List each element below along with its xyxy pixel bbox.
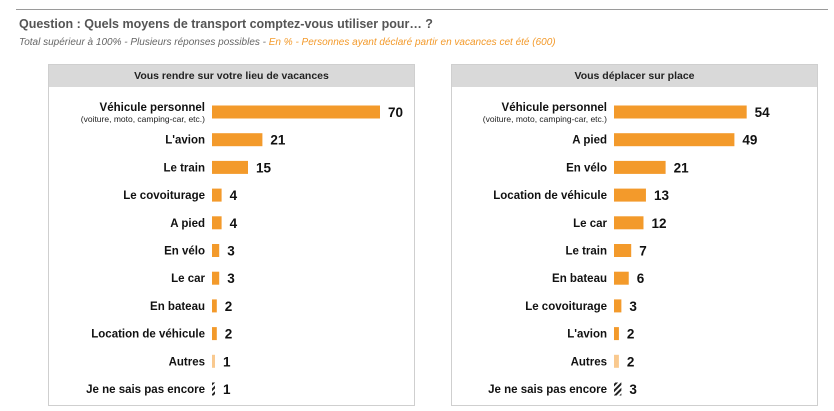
category-label-le-train: Le train — [565, 246, 607, 258]
value-label-a-pied: 4 — [230, 216, 238, 231]
bar-en-bateau — [614, 271, 629, 285]
bar-l-avion — [212, 133, 263, 147]
bar-je-ne-sais-pas-encore — [614, 382, 622, 396]
chart-panel-travel-on-site: Vous déplacer sur place Véhicule personn… — [451, 64, 818, 406]
value-label-l-avion: 2 — [627, 327, 635, 342]
value-label-l-avion: 21 — [270, 133, 286, 148]
bar-le-car — [614, 216, 644, 230]
bar-chart-travel-on-site: Véhicule personnel(voiture, moto, campin… — [483, 102, 771, 397]
category-label-a-pied: A pied — [572, 135, 607, 147]
bar-l-avion — [614, 327, 619, 341]
value-label-je-ne-sais-pas-encore: 3 — [629, 382, 637, 397]
value-label-le-car: 12 — [651, 216, 666, 231]
subtitle-plain: Total supérieur à 100% - Plusieurs répon… — [19, 37, 269, 48]
category-label-a-pied: A pied — [170, 218, 205, 230]
value-label-vehicule-personnel: 70 — [388, 105, 403, 120]
category-label-le-covoiturage: Le covoiturage — [525, 301, 607, 313]
value-label-en-velo: 21 — [674, 160, 690, 175]
bar-location-de-vehicule — [614, 188, 646, 202]
panel-title: Vous rendre sur votre lieu de vacances — [49, 65, 414, 87]
category-label-le-covoiturage: Le covoiturage — [123, 190, 205, 202]
value-label-le-car: 3 — [227, 271, 235, 286]
category-note-vehicule-personnel: (voiture, moto, camping-car, etc.) — [81, 114, 205, 124]
category-label-l-avion: L'avion — [165, 135, 205, 147]
value-label-en-bateau: 6 — [637, 271, 645, 286]
bar-en-velo — [614, 160, 666, 174]
value-label-je-ne-sais-pas-encore: 1 — [223, 382, 231, 397]
value-label-le-covoiturage: 4 — [230, 188, 238, 203]
category-label-je-ne-sais-pas-encore: Je ne sais pas encore — [86, 384, 205, 396]
category-label-le-car: Le car — [573, 218, 607, 230]
chart-panel-travel-to-destination: Vous rendre sur votre lieu de vacances V… — [48, 64, 415, 406]
bar-le-covoiturage — [614, 299, 622, 313]
question-title: Question : Quels moyens de transport com… — [19, 17, 433, 31]
category-label-en-velo: En vélo — [164, 246, 205, 258]
category-label-autres: Autres — [571, 356, 607, 368]
category-label-en-bateau: En bateau — [150, 301, 205, 313]
bar-a-pied — [614, 133, 735, 147]
category-label-le-train: Le train — [163, 162, 205, 174]
value-label-en-bateau: 2 — [225, 299, 233, 314]
bar-vehicule-personnel — [614, 105, 747, 119]
value-label-en-velo: 3 — [227, 244, 235, 259]
category-label-le-car: Le car — [171, 273, 205, 285]
category-label-je-ne-sais-pas-encore: Je ne sais pas encore — [488, 384, 607, 396]
bar-le-train — [614, 244, 632, 257]
bar-a-pied — [212, 216, 222, 230]
panel-title: Vous déplacer sur place — [452, 65, 817, 87]
bar-le-car — [212, 271, 220, 285]
question-subtitle: Total supérieur à 100% - Plusieurs répon… — [19, 37, 556, 48]
bar-en-bateau — [212, 299, 217, 313]
bar-autres — [212, 354, 215, 368]
bar-autres — [614, 354, 619, 368]
bar-le-covoiturage — [212, 188, 222, 202]
bar-en-velo — [212, 244, 220, 257]
bar-je-ne-sais-pas-encore — [212, 382, 215, 396]
value-label-vehicule-personnel: 54 — [755, 105, 771, 120]
value-label-location-de-vehicule: 2 — [225, 327, 233, 342]
category-label-vehicule-personnel: Véhicule personnel — [502, 102, 607, 114]
subtitle-highlight: En % - Personnes ayant déclaré partir en… — [268, 37, 556, 48]
top-rule — [16, 9, 828, 10]
bar-location-de-vehicule — [212, 327, 217, 341]
value-label-location-de-vehicule: 13 — [654, 188, 670, 203]
category-label-en-bateau: En bateau — [552, 273, 607, 285]
bar-chart-travel-to-destination: Véhicule personnel(voiture, moto, campin… — [81, 102, 403, 397]
category-label-location-de-vehicule: Location de véhicule — [91, 329, 205, 341]
value-label-le-train: 7 — [639, 244, 647, 259]
category-label-vehicule-personnel: Véhicule personnel — [100, 102, 205, 114]
value-label-a-pied: 49 — [742, 133, 757, 148]
bar-vehicule-personnel — [212, 105, 380, 119]
category-label-l-avion: L'avion — [567, 329, 607, 341]
value-label-le-train: 15 — [256, 160, 272, 175]
bar-le-train — [212, 160, 248, 174]
value-label-autres: 2 — [627, 354, 635, 369]
value-label-le-covoiturage: 3 — [629, 299, 637, 314]
category-label-autres: Autres — [169, 356, 205, 368]
category-label-en-velo: En vélo — [566, 162, 607, 174]
value-label-autres: 1 — [223, 354, 231, 369]
category-note-vehicule-personnel: (voiture, moto, camping-car, etc.) — [483, 114, 607, 124]
category-label-location-de-vehicule: Location de véhicule — [493, 190, 607, 202]
